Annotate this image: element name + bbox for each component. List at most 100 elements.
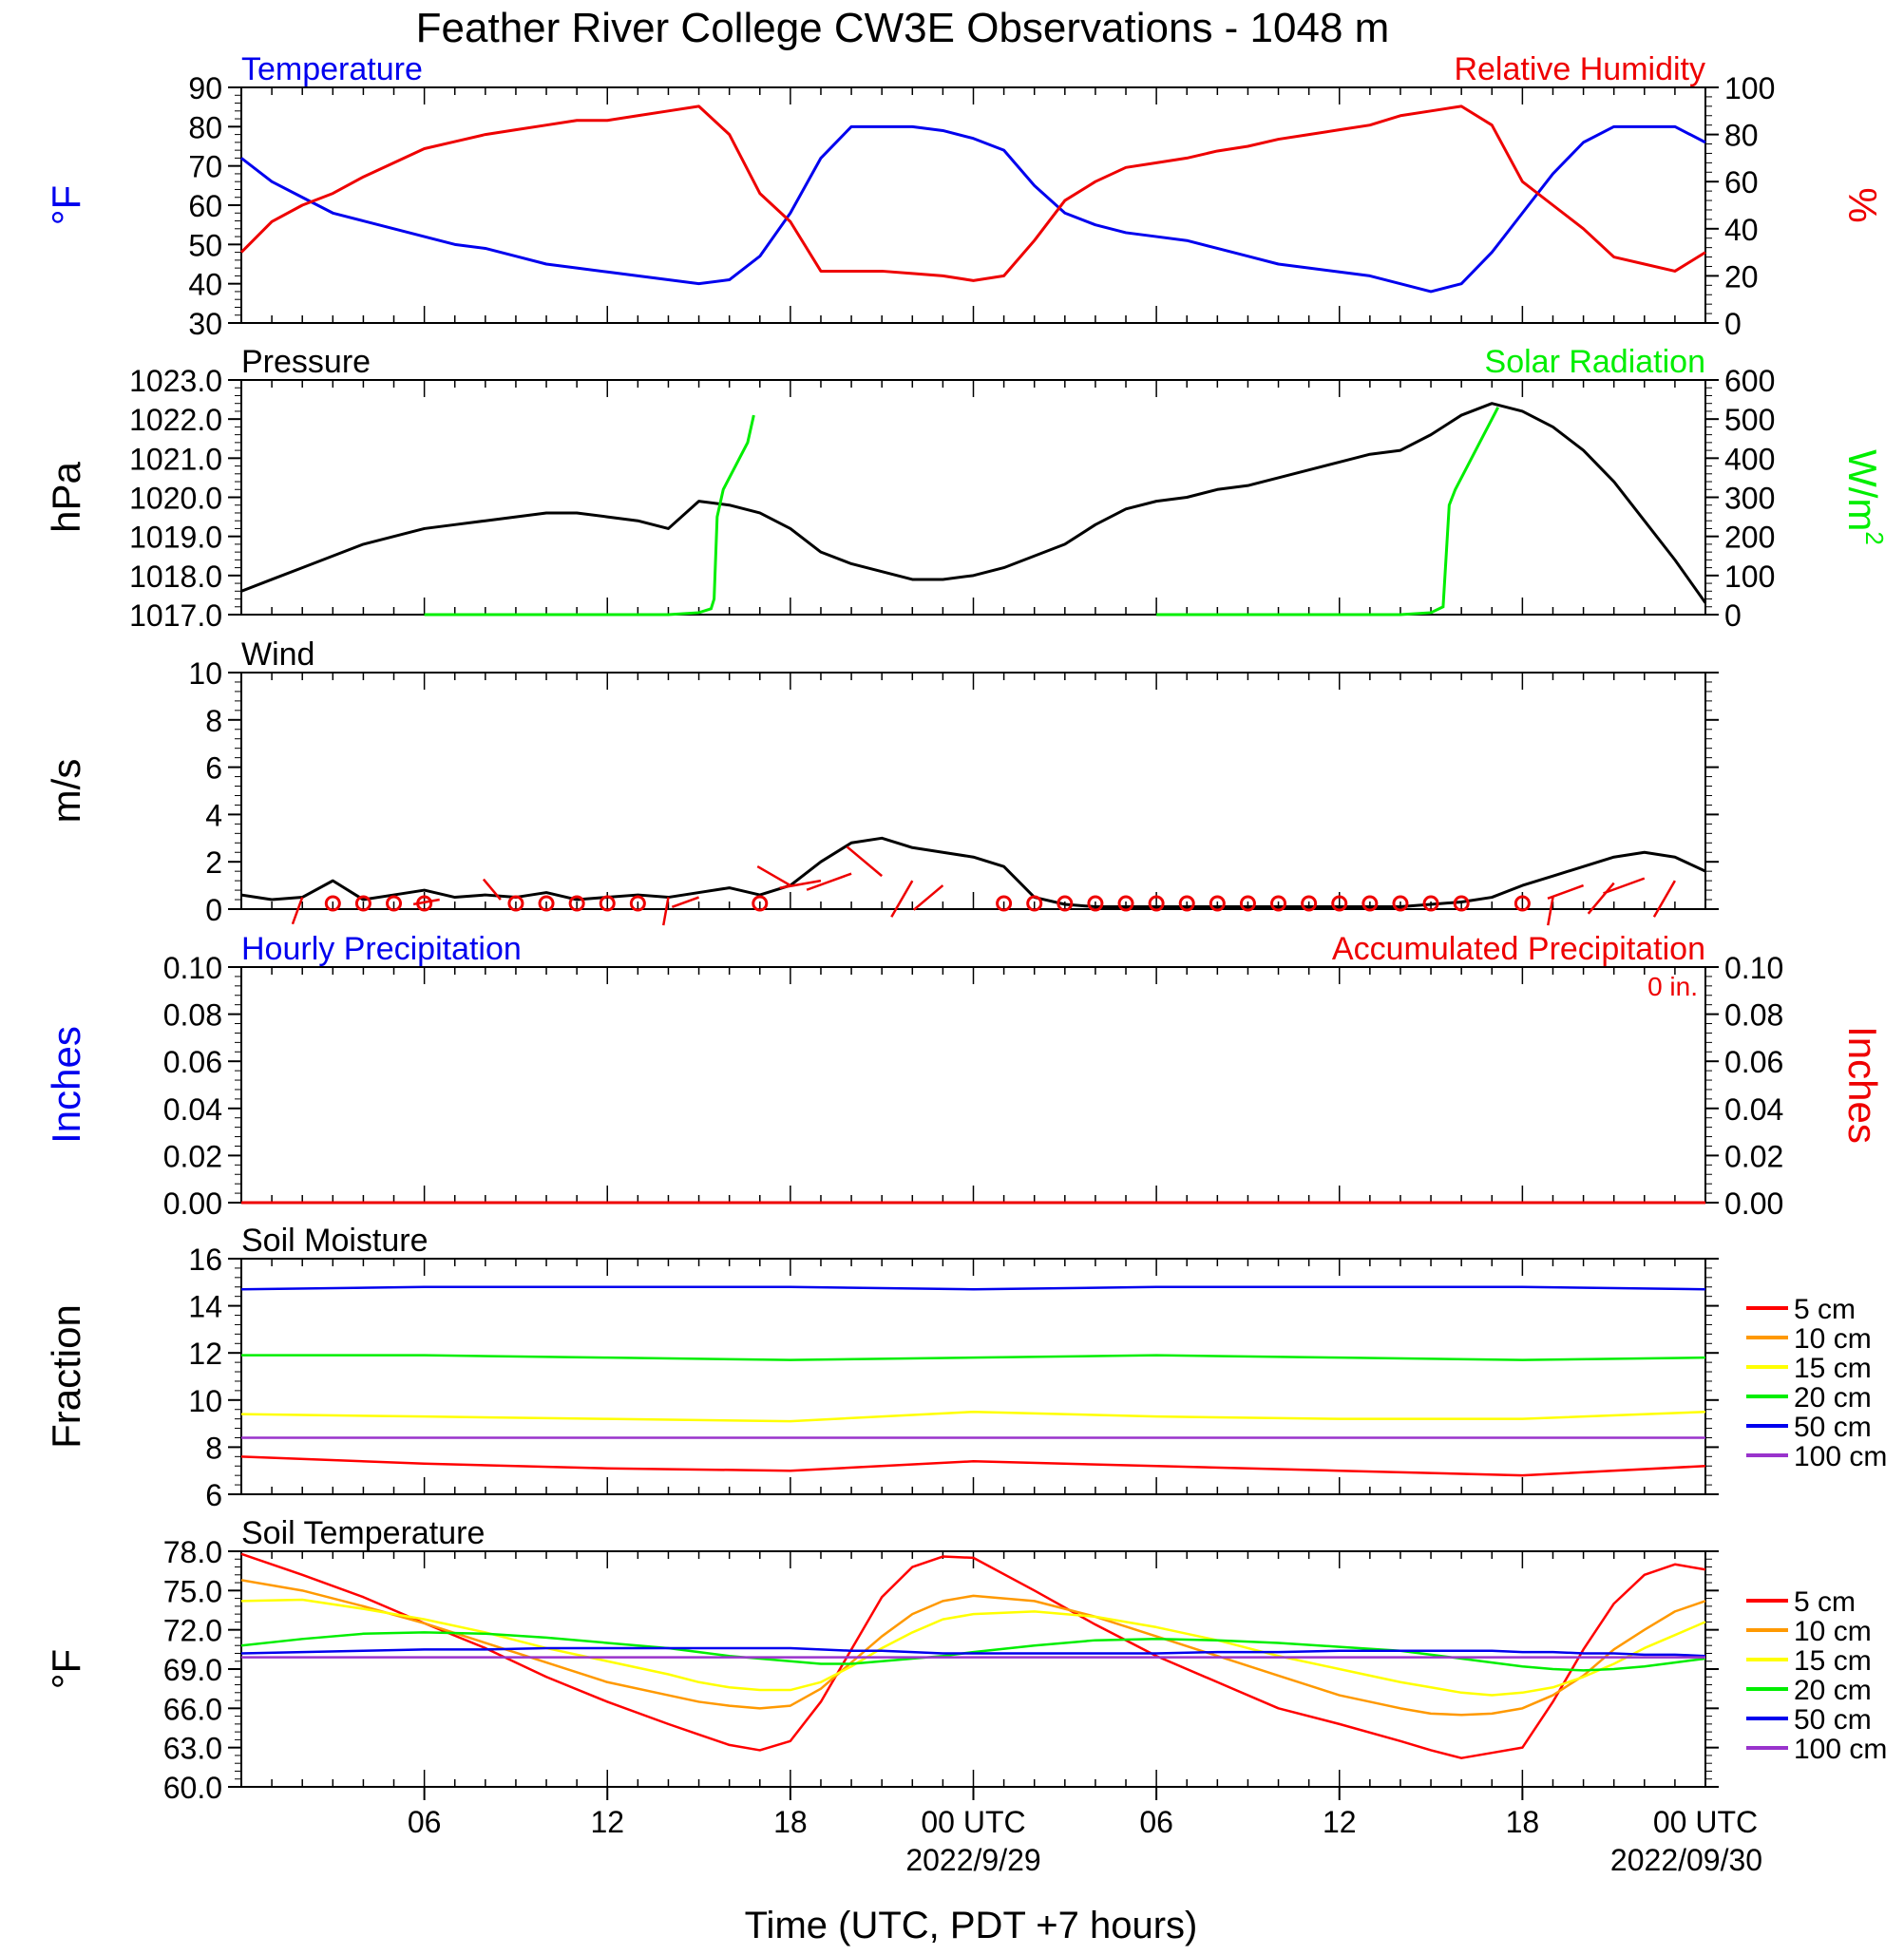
calm-wind-circle xyxy=(1239,895,1256,912)
y-axis-label: °F xyxy=(44,1649,88,1689)
wind-barb xyxy=(291,897,304,925)
panel-right-title: Solar Radiation xyxy=(1485,344,1705,380)
series-line-15-cm xyxy=(240,1598,1706,1697)
y2-tick-label: 0.06 xyxy=(1724,1045,1783,1079)
y2-axis-label-main: Inches xyxy=(1840,1026,1885,1144)
calm-wind-circle xyxy=(1514,895,1531,912)
y-axis-label: °F xyxy=(44,185,88,225)
calm-wind-circle xyxy=(996,895,1013,912)
calm-wind-circle xyxy=(1361,895,1379,912)
y-tick-label: 60.0 xyxy=(163,1771,222,1805)
calm-wind-circle xyxy=(1178,895,1195,912)
y-tick-label: 30 xyxy=(188,307,222,341)
wind-barb xyxy=(671,896,699,908)
y-tick-label: 40 xyxy=(188,268,222,302)
y-axis-label: Inches xyxy=(44,1026,88,1144)
y2-axis-label: % xyxy=(1840,187,1885,222)
series-line-wind xyxy=(240,836,1706,909)
wind-barb xyxy=(1603,877,1646,895)
y-tick-label: 0.00 xyxy=(163,1186,222,1221)
calm-wind-circle xyxy=(599,895,616,912)
y2-tick-label: 0.02 xyxy=(1724,1139,1783,1173)
x-date-label: 2022/09/30 xyxy=(1610,1843,1762,1877)
y-tick-label: 0 xyxy=(205,893,222,927)
y-tick-label: 4 xyxy=(205,798,222,832)
panel-wind: 0 2 4 6 8 10 Wind m/s xyxy=(44,636,1719,927)
calm-wind-circle xyxy=(1117,895,1134,912)
legend-label: 10 cm xyxy=(1794,1616,1872,1647)
series-line-50-cm xyxy=(240,1646,1706,1658)
legend-label: 20 cm xyxy=(1794,1382,1872,1414)
plot-frame xyxy=(240,1258,1706,1495)
y-tick-label: 8 xyxy=(205,704,222,738)
y2-axis-label-sup: 2 xyxy=(1860,531,1889,544)
y-tick-label: 0.10 xyxy=(163,951,222,985)
y2-tick-label: 300 xyxy=(1724,482,1775,516)
calm-wind-circle xyxy=(1331,895,1348,912)
calm-wind-circle xyxy=(752,895,769,912)
panel-left-title: Soil Moisture xyxy=(241,1223,428,1259)
y-tick-label: 69.0 xyxy=(163,1653,222,1687)
y2-tick-label: 20 xyxy=(1724,259,1759,294)
y2-tick-label: 0 xyxy=(1724,307,1742,341)
legend-label: 5 cm xyxy=(1794,1586,1856,1618)
y-tick-label: 70 xyxy=(188,150,222,184)
wind-barb xyxy=(412,898,440,906)
legend-label: 50 cm xyxy=(1794,1412,1872,1443)
y-tick-label: 80 xyxy=(188,110,222,144)
y-tick-label: 10 xyxy=(188,656,222,691)
wind-barb xyxy=(1652,880,1676,918)
series-line-temperature xyxy=(240,124,1706,294)
x-tick-label: 12 xyxy=(590,1805,624,1839)
y2-tick-label: 0.10 xyxy=(1724,951,1783,985)
x-tick-label: 06 xyxy=(408,1805,442,1839)
wind-barb xyxy=(756,865,791,887)
x-tick-label: 12 xyxy=(1323,1805,1357,1839)
y-tick-label: 10 xyxy=(188,1384,222,1418)
y-tick-label: 1018.0 xyxy=(129,560,222,594)
series-line-10-cm xyxy=(240,1579,1706,1717)
y2-axis-label: W/m2 xyxy=(1840,449,1889,545)
series-line-5-cm xyxy=(240,1552,1706,1759)
panel-left-title: Temperature xyxy=(241,51,423,87)
y2-axis-label-main: % xyxy=(1840,187,1885,222)
wind-barb xyxy=(482,878,502,901)
legend-label: 10 cm xyxy=(1794,1323,1872,1355)
plot-frame xyxy=(240,966,1706,1204)
series-line-solar-radiation-2 xyxy=(1156,407,1500,617)
wind-barb xyxy=(1547,897,1554,926)
y-axis-label: m/s xyxy=(44,759,88,824)
y2-tick-label: 500 xyxy=(1724,403,1775,437)
y2-axis-label-main: W/m xyxy=(1840,449,1885,531)
x-axis-label: Time (UTC, PDT +7 hours) xyxy=(745,1905,1198,1946)
calm-wind-circle xyxy=(324,895,341,912)
panel-left-title: Hourly Precipitation xyxy=(241,931,522,967)
wind-barb xyxy=(662,897,670,926)
y-axis-label: Fraction xyxy=(44,1304,88,1449)
calm-wind-circle xyxy=(1087,895,1104,912)
calm-wind-circle xyxy=(1422,895,1439,912)
panel-left-title: Wind xyxy=(241,636,314,673)
y2-tick-label: 0.04 xyxy=(1724,1092,1783,1127)
calm-wind-circle xyxy=(538,895,555,912)
plot-frame xyxy=(240,1550,1706,1788)
panel-soil_temperature: 06 12 18 00 UTC 06 12 18 00 UTC 2022/9/29 2022/09… xyxy=(44,1515,1887,1877)
series-line-pressure xyxy=(240,402,1707,604)
y-tick-label: 1017.0 xyxy=(129,598,222,633)
plot-frame xyxy=(240,672,1706,910)
y-tick-label: 1020.0 xyxy=(129,482,222,516)
y2-tick-label: 0.00 xyxy=(1724,1186,1783,1221)
y2-tick-label: 0 xyxy=(1724,598,1742,633)
x-tick-label: 00 UTC xyxy=(921,1805,1025,1839)
y-tick-label: 0.06 xyxy=(163,1045,222,1079)
panel-pressure_solar: 1017.0 1018.0 1019.0 1020.0 1021.0 1022.0 1023… xyxy=(44,344,1889,633)
panel-left-title: Soil Temperature xyxy=(241,1515,485,1551)
panel-right-title: Accumulated Precipitation xyxy=(1332,931,1705,967)
y-tick-label: 50 xyxy=(188,228,222,262)
series-line-5-cm xyxy=(240,1455,1706,1477)
y-tick-label: 1021.0 xyxy=(129,442,222,476)
legend-label: 5 cm xyxy=(1794,1294,1856,1325)
x-tick-label: 00 UTC xyxy=(1653,1805,1758,1839)
